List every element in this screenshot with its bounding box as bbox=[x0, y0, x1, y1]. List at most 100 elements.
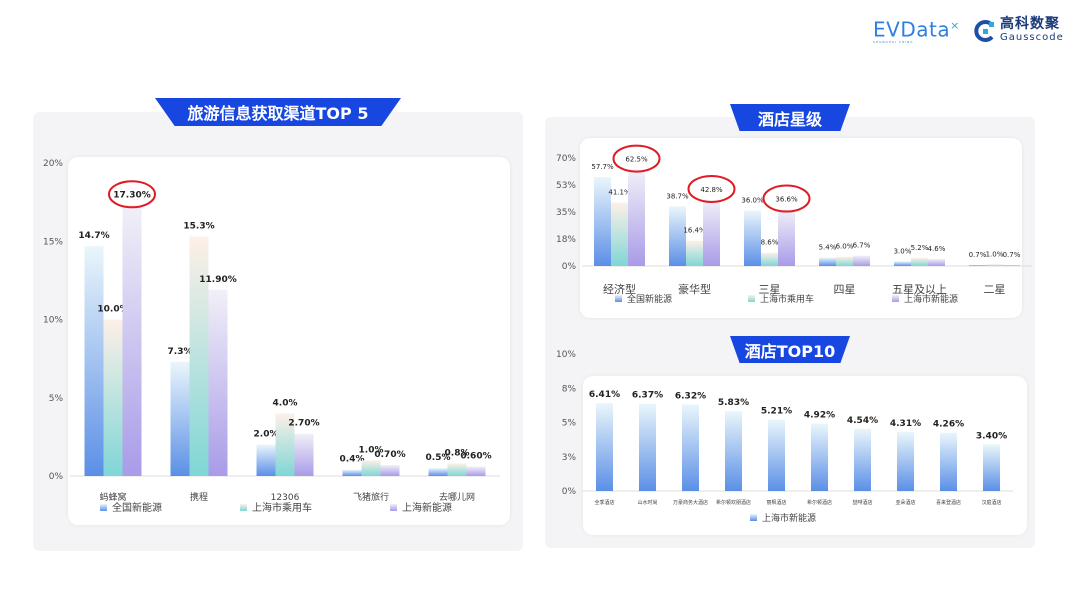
gausscode-logo-cn: 高科数聚 bbox=[1000, 16, 1060, 32]
y-tick-label: 8% bbox=[562, 384, 577, 394]
x-tick-label: 豪华型 bbox=[678, 282, 711, 296]
evdata-logo-sub: SHANGHAI CHINA bbox=[873, 39, 914, 44]
x-tick-label: 希尔顿欢朋酒店 bbox=[716, 499, 751, 506]
bar bbox=[189, 236, 209, 476]
legend-swatch bbox=[390, 504, 397, 511]
bar bbox=[819, 257, 836, 266]
bar bbox=[466, 466, 486, 476]
data-label: 17.30% bbox=[113, 190, 151, 200]
legend-swatch bbox=[240, 504, 247, 511]
legend-label: 上海市乘用车 bbox=[760, 293, 814, 305]
bar bbox=[1003, 264, 1020, 266]
y-tick-label: 5% bbox=[49, 394, 64, 404]
y-tick-label: 53% bbox=[556, 181, 576, 191]
legend-label: 上海新能源 bbox=[402, 501, 452, 514]
bar bbox=[294, 433, 314, 476]
data-label: 15.3% bbox=[183, 222, 214, 232]
x-tick-label: 全季酒店 bbox=[594, 499, 614, 506]
y-tick-label: 18% bbox=[556, 235, 576, 245]
bar bbox=[744, 210, 761, 266]
data-label: 3.0% bbox=[894, 247, 912, 255]
x-tick-label: 三星 bbox=[759, 283, 781, 296]
bar bbox=[761, 252, 778, 266]
x-tick-label: 12306 bbox=[271, 493, 300, 503]
x-tick-label: 五星及以上 bbox=[892, 283, 947, 296]
data-label: 36.6% bbox=[775, 196, 798, 204]
gausscode-logo-en: Gausscode bbox=[1000, 32, 1064, 43]
x-tick-label: 经济型 bbox=[603, 282, 636, 296]
data-label: 4.6% bbox=[928, 245, 946, 253]
y-tick-label: 20% bbox=[43, 159, 63, 169]
data-label: 42.8% bbox=[700, 186, 723, 194]
bar bbox=[361, 460, 381, 476]
data-label: 0.4% bbox=[340, 455, 365, 465]
bar bbox=[669, 206, 686, 266]
y-tick-label: 35% bbox=[556, 208, 576, 218]
bar bbox=[256, 444, 276, 476]
hotel-star-title: 酒店星级 bbox=[730, 104, 850, 131]
data-label: 1.0% bbox=[359, 445, 384, 455]
data-label: 4.0% bbox=[273, 398, 298, 408]
hotel-top10-title: 酒店TOP10 bbox=[730, 336, 850, 363]
bar bbox=[103, 319, 123, 476]
data-label: 0.8% bbox=[445, 448, 470, 458]
data-label: 4.26% bbox=[933, 420, 964, 430]
bar bbox=[628, 169, 645, 266]
bar bbox=[682, 404, 699, 491]
y-tick-label: 10% bbox=[43, 316, 63, 326]
data-label: 0.60% bbox=[460, 452, 491, 462]
bar bbox=[275, 413, 295, 476]
highlight-circle bbox=[612, 144, 661, 173]
bar bbox=[594, 176, 611, 266]
bar bbox=[911, 257, 928, 266]
y-tick-label: 70% bbox=[556, 154, 576, 164]
data-label: 62.5% bbox=[625, 156, 648, 164]
highlight-circle bbox=[762, 184, 811, 213]
x-tick-label: 汉庭酒店 bbox=[981, 499, 1001, 506]
x-tick-label: 去哪儿网 bbox=[439, 491, 475, 503]
data-label: 38.7% bbox=[666, 192, 689, 200]
x-tick-label: 飞猪旅行 bbox=[353, 491, 389, 503]
y-tick-label: 10% bbox=[556, 350, 576, 360]
travel-channel-title: 旅游信息获取渠道TOP 5 bbox=[155, 98, 401, 126]
x-tick-label: 万豪商务大酒店 bbox=[673, 499, 708, 506]
legend-label: 上海市新能源 bbox=[904, 293, 958, 305]
bar bbox=[778, 209, 795, 266]
bar bbox=[854, 428, 871, 491]
bar bbox=[342, 469, 362, 476]
x-tick-label: 蚂蜂窝 bbox=[99, 491, 126, 503]
data-label: 11.90% bbox=[199, 275, 237, 285]
evdata-logo: EVData× SHANGHAI CHINA bbox=[873, 17, 960, 44]
data-label: 6.41% bbox=[589, 390, 620, 400]
x-tick-label: 丽枫酒店 bbox=[766, 499, 786, 506]
x-tick-label: 希尔顿酒店 bbox=[807, 499, 832, 506]
data-label: 0.7% bbox=[1003, 251, 1021, 259]
x-tick-label: 山水时尚 bbox=[637, 499, 657, 506]
bar bbox=[596, 403, 613, 491]
bar bbox=[940, 432, 957, 491]
data-label: 10.0% bbox=[97, 305, 128, 315]
legend-label: 全国新能源 bbox=[112, 501, 162, 514]
data-label: 3.40% bbox=[976, 431, 1007, 441]
legend-swatch bbox=[100, 504, 107, 511]
data-label: 0.5% bbox=[426, 453, 451, 463]
legend-swatch bbox=[748, 295, 755, 302]
y-tick-label: 0% bbox=[562, 487, 577, 497]
data-label: 4.92% bbox=[804, 411, 835, 421]
x-tick-label: 四星 bbox=[834, 283, 856, 296]
bar bbox=[811, 423, 828, 491]
data-label: 8.6% bbox=[761, 239, 779, 247]
x-tick-label: 二星 bbox=[984, 283, 1006, 296]
gausscode-logo: 高科数聚 Gausscode bbox=[972, 16, 1064, 44]
y-tick-label: 3% bbox=[562, 453, 577, 463]
highlight-circle bbox=[687, 174, 736, 203]
bar bbox=[611, 202, 628, 266]
legend-label: 全国新能源 bbox=[627, 293, 672, 305]
bar bbox=[208, 289, 228, 476]
data-label: 6.32% bbox=[675, 391, 706, 401]
chart-0: 0% 5% 10% 15% 20% 蚂蜂窝 14.7% 10.0% 17.30% 携程 7.3% 15… bbox=[43, 159, 500, 514]
data-label: 57.7% bbox=[591, 163, 614, 171]
bar bbox=[969, 264, 986, 266]
x-tick-label: 亚朵酒店 bbox=[895, 499, 915, 506]
